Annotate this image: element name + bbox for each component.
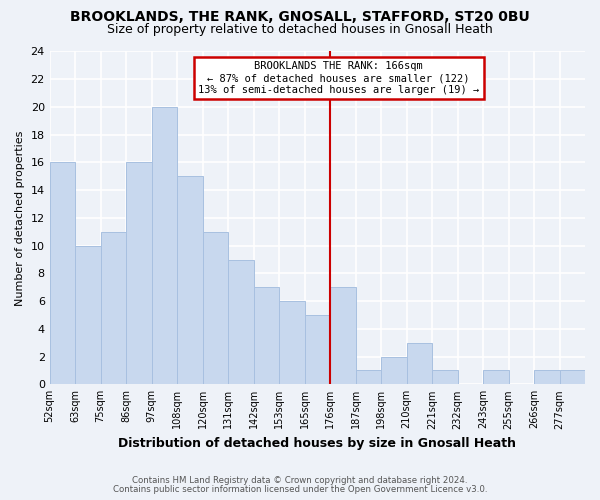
Bar [432,370,458,384]
Bar [228,260,254,384]
Bar [356,370,381,384]
Bar [305,315,330,384]
Bar [381,356,407,384]
X-axis label: Distribution of detached houses by size in Gnosall Heath: Distribution of detached houses by size … [118,437,517,450]
Text: Contains public sector information licensed under the Open Government Licence v3: Contains public sector information licen… [113,485,487,494]
Bar [177,176,203,384]
Bar [330,287,356,384]
Bar [560,370,585,384]
Text: Size of property relative to detached houses in Gnosall Heath: Size of property relative to detached ho… [107,22,493,36]
Bar [254,287,279,384]
Bar [279,301,305,384]
Bar [126,162,152,384]
Bar [75,246,101,384]
Bar [534,370,560,384]
Bar [407,342,432,384]
Y-axis label: Number of detached properties: Number of detached properties [15,130,25,306]
Bar [152,107,177,384]
Bar [483,370,509,384]
Bar [101,232,126,384]
Bar [203,232,228,384]
Text: Contains HM Land Registry data © Crown copyright and database right 2024.: Contains HM Land Registry data © Crown c… [132,476,468,485]
Text: BROOKLANDS THE RANK: 166sqm
← 87% of detached houses are smaller (122)
13% of se: BROOKLANDS THE RANK: 166sqm ← 87% of det… [198,62,479,94]
Bar [50,162,75,384]
Text: BROOKLANDS, THE RANK, GNOSALL, STAFFORD, ST20 0BU: BROOKLANDS, THE RANK, GNOSALL, STAFFORD,… [70,10,530,24]
